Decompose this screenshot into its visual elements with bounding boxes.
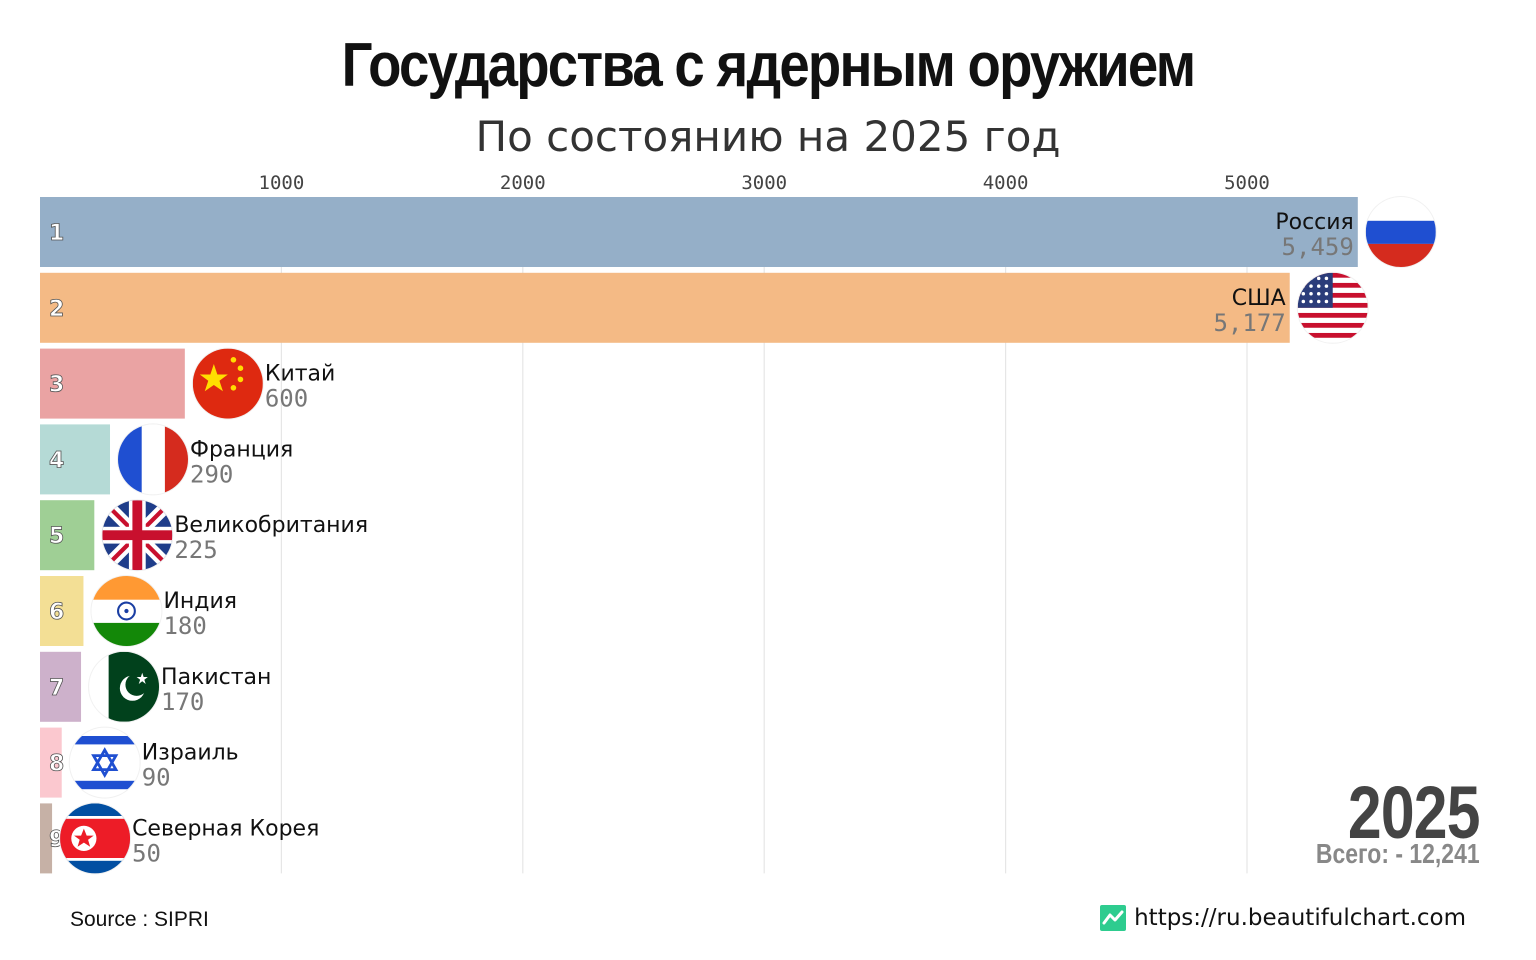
north-korea-flag-icon xyxy=(59,802,132,875)
usa-flag-icon xyxy=(1296,271,1369,344)
chart-title: Государства с ядерным оружием xyxy=(341,31,1196,100)
total-label: Всего: - 12,241 xyxy=(1316,838,1480,869)
pakistan-flag-icon xyxy=(88,650,161,723)
site-link[interactable]: https://ru.beautifulchart.com xyxy=(1100,905,1466,931)
bar xyxy=(40,197,1358,267)
bar xyxy=(40,651,82,722)
rank-label: 3 xyxy=(49,373,64,398)
rank-label: 8 xyxy=(49,752,64,777)
country-label: Россия xyxy=(1275,210,1353,235)
country-label: Израиль xyxy=(142,741,239,766)
bar xyxy=(40,348,185,419)
value-label: 50 xyxy=(132,839,161,867)
rank-label: 1 xyxy=(49,221,64,246)
bar xyxy=(40,424,111,495)
country-label: Индия xyxy=(163,589,237,614)
rank-label: 5 xyxy=(49,524,64,549)
france-flag-icon xyxy=(117,423,190,496)
value-label: 290 xyxy=(190,460,233,488)
source-label: Source : SIPRI xyxy=(70,908,209,931)
rank-label: 6 xyxy=(49,600,64,625)
israel-flag-icon xyxy=(68,726,141,799)
value-label: 5,459 xyxy=(1282,233,1354,261)
country-label: Великобритания xyxy=(174,513,368,538)
value-label: 170 xyxy=(161,688,204,716)
bar xyxy=(40,576,84,646)
bar xyxy=(40,500,95,571)
country-label: Китай xyxy=(265,362,336,387)
rank-label: 7 xyxy=(49,676,64,701)
india-flag-icon xyxy=(90,575,163,647)
value-label: 5,177 xyxy=(1213,309,1285,337)
value-label: 600 xyxy=(265,385,308,413)
rank-label: 4 xyxy=(49,448,64,473)
bar xyxy=(40,727,62,798)
bar xyxy=(40,272,1290,343)
year-label: 2025 xyxy=(1348,771,1481,854)
x-tick-label: 3000 xyxy=(741,172,787,194)
bar xyxy=(40,803,53,874)
x-tick-label: 4000 xyxy=(983,172,1029,194)
value-label: 180 xyxy=(163,612,206,640)
x-tick-label: 1000 xyxy=(259,172,305,194)
chart-subtitle: По состоянию на 2025 год xyxy=(475,112,1061,161)
country-label: Пакистан xyxy=(161,665,271,690)
uk-flag-icon xyxy=(101,499,174,572)
country-label: США xyxy=(1232,286,1286,311)
value-label: 90 xyxy=(142,764,171,792)
chart-logo-icon xyxy=(1100,905,1127,931)
country-label: Северная Корея xyxy=(132,816,319,841)
china-flag-icon xyxy=(191,347,264,420)
country-label: Франция xyxy=(190,437,293,462)
site-url[interactable]: https://ru.beautifulchart.com xyxy=(1134,905,1466,931)
russia-flag-icon xyxy=(1364,196,1437,268)
rank-label: 2 xyxy=(49,297,64,322)
x-tick-label: 5000 xyxy=(1224,172,1270,194)
value-label: 225 xyxy=(174,536,217,564)
x-tick-label: 2000 xyxy=(500,172,546,194)
